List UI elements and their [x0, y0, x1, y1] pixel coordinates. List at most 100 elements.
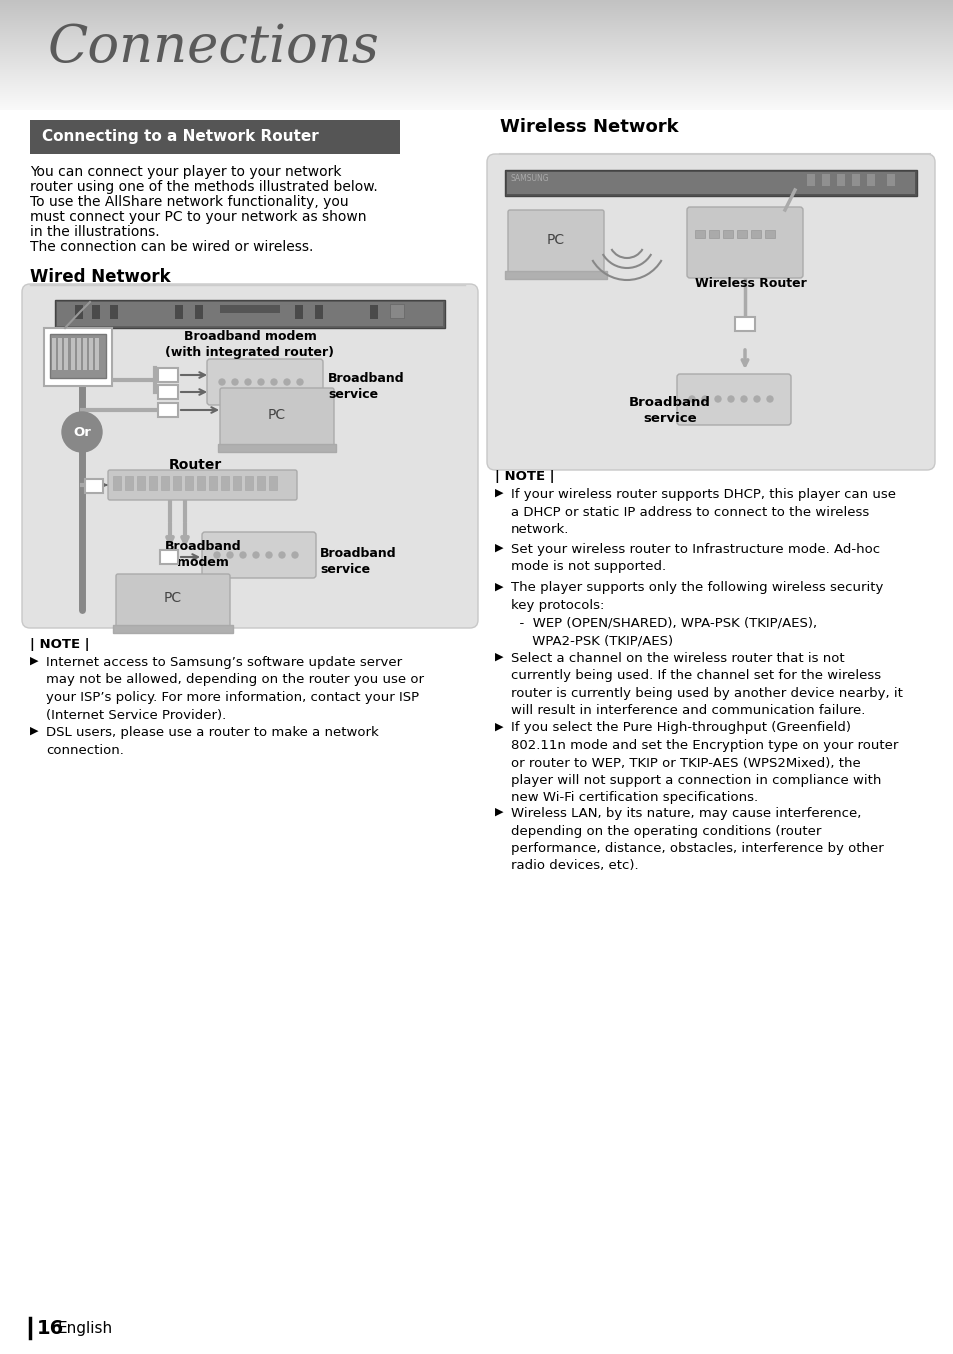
- Bar: [886, 175, 894, 185]
- Text: Wireless LAN, by its nature, may cause interference,
depending on the operating : Wireless LAN, by its nature, may cause i…: [511, 807, 882, 872]
- Circle shape: [271, 379, 276, 385]
- FancyBboxPatch shape: [686, 207, 802, 278]
- Text: Broadband
service: Broadband service: [319, 547, 396, 575]
- Circle shape: [753, 395, 760, 402]
- Bar: [218, 444, 335, 452]
- Text: | NOTE |: | NOTE |: [30, 638, 90, 651]
- Bar: [75, 305, 83, 320]
- Text: router using one of the methods illustrated below.: router using one of the methods illustra…: [30, 180, 377, 194]
- Bar: [50, 334, 106, 378]
- Circle shape: [701, 395, 707, 402]
- Text: PC: PC: [164, 590, 182, 605]
- Text: Set your wireless router to Infrastructure mode. Ad-hoc
mode is not supported.: Set your wireless router to Infrastructu…: [511, 543, 880, 573]
- Text: Wireless Router: Wireless Router: [695, 278, 806, 290]
- Bar: [149, 477, 157, 490]
- Bar: [836, 175, 844, 185]
- Bar: [174, 305, 183, 320]
- Bar: [125, 477, 132, 490]
- Bar: [57, 302, 442, 326]
- Circle shape: [688, 395, 695, 402]
- Circle shape: [266, 552, 272, 558]
- Text: The player supports only the following wireless security
key protocols:
  -  WEP: The player supports only the following w…: [511, 581, 882, 647]
- Text: ▶: ▶: [30, 726, 38, 737]
- Bar: [221, 477, 229, 490]
- Circle shape: [740, 395, 746, 402]
- Text: ▶: ▶: [495, 581, 503, 592]
- Circle shape: [278, 552, 285, 558]
- Bar: [695, 230, 704, 238]
- Circle shape: [296, 379, 303, 385]
- FancyBboxPatch shape: [116, 574, 230, 628]
- Bar: [44, 328, 112, 386]
- Text: SAMSUNG: SAMSUNG: [511, 175, 549, 183]
- Bar: [233, 477, 241, 490]
- Text: ▶: ▶: [495, 487, 503, 498]
- Text: Wireless Network: Wireless Network: [499, 118, 678, 135]
- FancyBboxPatch shape: [202, 532, 315, 578]
- Circle shape: [292, 552, 297, 558]
- Bar: [194, 305, 203, 320]
- Bar: [196, 477, 205, 490]
- Text: English: English: [58, 1320, 113, 1335]
- Bar: [390, 305, 403, 318]
- FancyBboxPatch shape: [677, 374, 790, 425]
- Text: Broadband modem
(with integrated router): Broadband modem (with integrated router): [165, 330, 335, 359]
- Bar: [161, 477, 169, 490]
- Text: Select a channel on the wireless router that is not
currently being used. If the: Select a channel on the wireless router …: [511, 651, 902, 718]
- Bar: [112, 626, 233, 634]
- Text: | NOTE |: | NOTE |: [495, 470, 554, 483]
- Text: ▶: ▶: [495, 651, 503, 662]
- Text: Broadband
service: Broadband service: [328, 372, 404, 401]
- Text: Or: Or: [73, 425, 91, 439]
- Circle shape: [227, 552, 233, 558]
- FancyBboxPatch shape: [207, 359, 323, 405]
- Bar: [866, 175, 874, 185]
- Bar: [506, 172, 914, 194]
- Circle shape: [240, 552, 246, 558]
- Circle shape: [232, 379, 237, 385]
- Bar: [30, 121, 399, 154]
- Circle shape: [213, 552, 220, 558]
- Bar: [370, 305, 377, 320]
- Bar: [158, 385, 178, 399]
- FancyBboxPatch shape: [108, 470, 296, 500]
- FancyBboxPatch shape: [22, 284, 477, 628]
- Bar: [137, 477, 145, 490]
- Text: You can connect your player to your network: You can connect your player to your netw…: [30, 165, 341, 179]
- Bar: [58, 338, 62, 370]
- Text: in the illustrations.: in the illustrations.: [30, 225, 159, 240]
- Text: 16: 16: [37, 1319, 64, 1338]
- Bar: [77, 338, 81, 370]
- Bar: [52, 338, 56, 370]
- Bar: [95, 338, 99, 370]
- Text: PC: PC: [268, 408, 286, 422]
- Circle shape: [727, 395, 733, 402]
- Bar: [158, 368, 178, 382]
- Bar: [172, 477, 181, 490]
- Bar: [269, 477, 276, 490]
- Circle shape: [62, 412, 102, 452]
- Text: Internet access to Samsung’s software update server
may not be allowed, dependin: Internet access to Samsung’s software up…: [46, 655, 423, 722]
- Circle shape: [766, 395, 772, 402]
- Text: ▶: ▶: [495, 807, 503, 816]
- Text: Connecting to a Network Router: Connecting to a Network Router: [42, 130, 318, 145]
- Text: DSL users, please use a router to make a network
connection.: DSL users, please use a router to make a…: [46, 726, 378, 757]
- Bar: [504, 171, 916, 196]
- Circle shape: [253, 552, 258, 558]
- Bar: [245, 477, 253, 490]
- Text: ▶: ▶: [495, 543, 503, 552]
- Bar: [708, 230, 719, 238]
- Circle shape: [714, 395, 720, 402]
- Circle shape: [245, 379, 251, 385]
- Bar: [504, 271, 606, 279]
- FancyBboxPatch shape: [220, 389, 334, 447]
- Text: Broadband
modem: Broadband modem: [165, 540, 241, 569]
- Bar: [65, 338, 69, 370]
- Bar: [764, 230, 774, 238]
- Bar: [220, 305, 280, 313]
- Bar: [185, 477, 193, 490]
- Text: To use the AllShare network functionality, you: To use the AllShare network functionalit…: [30, 195, 348, 209]
- Bar: [821, 175, 829, 185]
- Text: PC: PC: [546, 233, 564, 246]
- FancyBboxPatch shape: [486, 154, 934, 470]
